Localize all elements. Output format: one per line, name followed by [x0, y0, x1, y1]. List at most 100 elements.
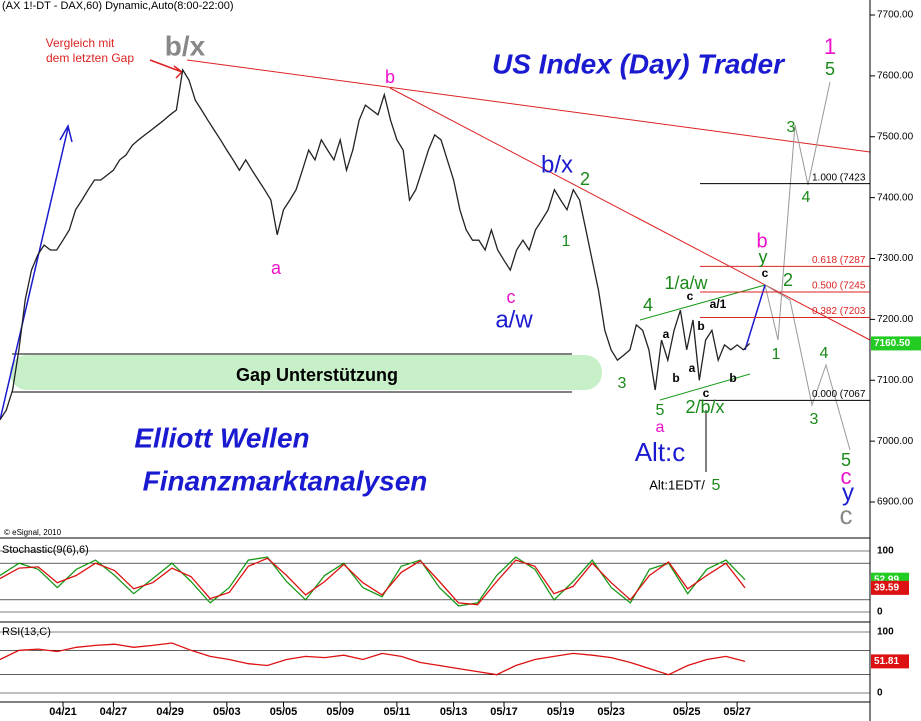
annotation: 1/a/w [664, 273, 708, 293]
price-line [0, 67, 751, 421]
y-tick-label: 7500.00 [877, 131, 914, 142]
panel-tick-label: 0 [877, 607, 883, 618]
annotation: 4 [643, 295, 653, 315]
annotation: y [842, 479, 854, 506]
trend-line [186, 59, 871, 153]
annotation: 2 [580, 169, 590, 189]
annotation: 4 [820, 345, 829, 362]
value-badge [871, 580, 909, 595]
annotation: Finanzmarktanalysen [143, 465, 428, 496]
price-badge-label: 7160.50 [874, 338, 911, 349]
x-tick-label: 05/13 [440, 706, 468, 718]
x-tick-label: 05/17 [490, 706, 518, 718]
annotation: 2/b/x [685, 397, 724, 417]
y-tick-label: 6900.00 [877, 497, 914, 508]
annotation: 2 [783, 270, 793, 290]
trend-arrow [0, 127, 69, 421]
y-tick-label: 7600.00 [877, 71, 914, 82]
annotation: b [697, 319, 704, 333]
annotation: US Index (Day) Trader [492, 48, 786, 79]
x-tick-label: 05/23 [597, 706, 625, 718]
y-tick-label: 7000.00 [877, 436, 914, 447]
oscillator-line [0, 557, 746, 606]
annotation: 5 [712, 477, 721, 494]
channel-line [659, 373, 751, 401]
y-tick-label: 7200.00 [877, 314, 914, 325]
annotation: 3 [787, 119, 796, 136]
x-tick-label: 05/25 [673, 706, 701, 718]
annotation: c [841, 464, 852, 489]
projection [764, 284, 851, 451]
panel-tick-label: 100 [877, 546, 894, 557]
gap-zone [10, 355, 602, 390]
fib-label: 1.000 (7423 [812, 172, 866, 183]
panel-tick-label: 0 [877, 688, 883, 699]
annotation: b [756, 230, 767, 252]
y-tick-label: 7300.00 [877, 253, 914, 264]
x-tick-label: 04/21 [49, 706, 77, 718]
x-tick-label: 05/03 [213, 706, 241, 718]
panel-tick-label: 100 [877, 627, 894, 638]
annotation: Alt:c [635, 437, 686, 467]
annotation: 3 [618, 375, 627, 392]
value-badge-label: 52.99 [874, 574, 899, 585]
annotation: Elliott Wellen [134, 422, 309, 453]
value-badge [871, 654, 909, 669]
annotation: c [703, 386, 710, 400]
annotation: 1 [824, 34, 836, 59]
annotation: b [385, 67, 395, 87]
annotation: a/1 [710, 297, 727, 311]
annotation: a [663, 327, 670, 341]
annotation: a [689, 361, 696, 375]
trend-line [389, 87, 871, 341]
annotation: c [507, 287, 516, 307]
annotation: c [840, 500, 853, 530]
annotation: 5 [841, 450, 851, 470]
annotation: b [729, 371, 736, 385]
annotation: Alt:1EDT/ [649, 477, 705, 492]
copyright: © eSignal, 2010 [4, 528, 62, 537]
value-badge-label: 39.59 [874, 582, 899, 593]
annotation: 5 [656, 402, 665, 419]
annotation: 4 [802, 189, 811, 206]
annotation: b [672, 371, 679, 385]
x-tick-label: 04/29 [156, 706, 184, 718]
annotation: 1 [772, 346, 781, 363]
annotation: 1 [562, 233, 571, 250]
annotation: y [759, 247, 768, 267]
annotation: a [656, 419, 665, 436]
fib-label: 0.618 (7287 [812, 255, 866, 266]
annotation: b/x [165, 30, 206, 61]
x-tick-label: 04/27 [100, 706, 128, 718]
annotation: dem letzten Gap [46, 51, 134, 65]
fib-label: 0.500 (7245 [812, 281, 866, 292]
annotation: 3 [810, 411, 819, 428]
oscillator-line [0, 642, 746, 676]
annotation: c [687, 289, 694, 303]
oscillator-line [0, 556, 746, 607]
annotation: Vergleich mit [46, 36, 115, 50]
x-tick-label: 05/27 [723, 706, 751, 718]
price-badge [871, 336, 921, 351]
x-tick-label: 05/19 [547, 706, 575, 718]
fib-label: 0.000 (7067 [812, 389, 866, 400]
y-tick-label: 7700.00 [877, 10, 914, 21]
annotation: b/x [541, 151, 573, 178]
x-tick-label: 05/05 [270, 706, 298, 718]
value-badge-label: 51.81 [874, 656, 899, 667]
arrow-head [59, 124, 73, 143]
y-tick-label: 7100.00 [877, 375, 914, 386]
annotation: a [271, 258, 282, 278]
annotation: c [762, 266, 769, 280]
channel-line [639, 284, 766, 321]
x-tick-label: 05/11 [383, 706, 410, 718]
fib-label: 0.382 (7203 [812, 306, 866, 317]
y-tick-label: 7400.00 [877, 192, 914, 203]
x-tick-label: 05/09 [326, 706, 354, 718]
annotation: 5 [825, 59, 835, 79]
panel-title: Stochastic(9(6),6) [2, 544, 89, 556]
annotation: a/w [495, 306, 533, 333]
annotation: Gap Unterstützung [236, 365, 398, 385]
chart-header: (AX 1!-DT - DAX,60) Dynamic,Auto(8:00-22… [2, 0, 234, 12]
